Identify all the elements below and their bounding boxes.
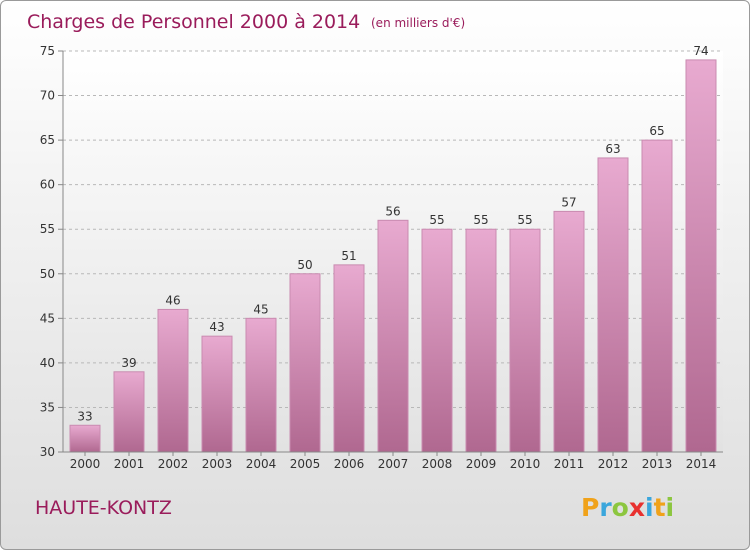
chart-subtitle: (en milliers d'€) — [371, 16, 465, 30]
bar-2004 — [245, 317, 277, 453]
y-tick-label: 55 — [40, 222, 55, 236]
x-axis: 2000 2001 2002 2003 2004 2005 2006 2007 2008 2009… — [70, 452, 717, 471]
logo-letter: o — [612, 493, 629, 522]
proxiti-logo: Proxiti — [581, 493, 674, 522]
bar-2001 — [113, 371, 145, 453]
y-tick-label: 45 — [40, 311, 55, 325]
y-tick-label: 35 — [40, 400, 55, 414]
data-label-2014: 74 — [693, 44, 708, 58]
bar-2011 — [553, 210, 585, 453]
data-labels: 33 39 46 43 45 50 51 56 55 55 55 57 63 65 74 — [77, 44, 708, 423]
bar-2002 — [157, 308, 189, 453]
bar-2014 — [685, 59, 717, 453]
logo-letter: r — [599, 493, 612, 522]
data-label-2012: 63 — [605, 142, 620, 156]
logo-letter: x — [629, 493, 645, 522]
x-tick-label-2008: 2008 — [422, 457, 453, 471]
chart-title: Charges de Personnel 2000 à 2014 — [27, 11, 360, 33]
bar-2013 — [641, 139, 673, 453]
y-tick-label: 50 — [40, 267, 55, 281]
x-tick-label-2002: 2002 — [158, 457, 189, 471]
data-label-2001: 39 — [121, 356, 136, 370]
data-label-2007: 56 — [385, 204, 400, 218]
x-tick-label-2001: 2001 — [114, 457, 145, 471]
data-label-2011: 57 — [561, 195, 576, 209]
bar-2007 — [377, 219, 409, 453]
bar-2008 — [421, 228, 453, 453]
bar-2012 — [597, 157, 629, 453]
y-tick-label: 40 — [40, 356, 55, 370]
data-label-2010: 55 — [517, 213, 532, 227]
x-tick-label-2004: 2004 — [246, 457, 277, 471]
x-tick-label-2000: 2000 — [70, 457, 101, 471]
data-label-2003: 43 — [209, 320, 224, 334]
data-label-2008: 55 — [429, 213, 444, 227]
y-tick-label: 60 — [40, 178, 55, 192]
x-tick-label-2012: 2012 — [598, 457, 629, 471]
logo-letter: t — [654, 493, 666, 522]
x-tick-label-2014: 2014 — [686, 457, 717, 471]
data-label-2004: 45 — [253, 302, 268, 316]
data-label-2000: 33 — [77, 409, 92, 423]
data-label-2009: 55 — [473, 213, 488, 227]
x-tick-label-2013: 2013 — [642, 457, 673, 471]
x-tick-label-2010: 2010 — [510, 457, 541, 471]
x-tick-label-2009: 2009 — [466, 457, 497, 471]
x-tick-label-2006: 2006 — [334, 457, 365, 471]
bar-2003 — [201, 335, 233, 453]
bar-2005 — [289, 273, 321, 453]
bar-2010 — [509, 228, 541, 453]
y-tick-label: 70 — [40, 89, 55, 103]
bars — [69, 59, 717, 453]
x-tick-label-2003: 2003 — [202, 457, 233, 471]
y-tick-label: 65 — [40, 133, 55, 147]
location-name: HAUTE-KONTZ — [35, 497, 172, 519]
bar-2006 — [333, 264, 365, 453]
bar-2009 — [465, 228, 497, 453]
y-tick-label: 75 — [40, 44, 55, 58]
data-label-2006: 51 — [341, 249, 356, 263]
bar-2000 — [69, 424, 101, 453]
logo-letter: i — [645, 493, 654, 522]
y-axis: 30 35 40 45 50 55 60 65 70 75 — [40, 44, 63, 459]
y-tick-label: 30 — [40, 445, 55, 459]
data-label-2002: 46 — [165, 293, 180, 307]
x-tick-label-2011: 2011 — [554, 457, 585, 471]
data-label-2005: 50 — [297, 258, 312, 272]
data-label-2013: 65 — [649, 124, 664, 138]
x-tick-label-2007: 2007 — [378, 457, 409, 471]
x-tick-label-2005: 2005 — [290, 457, 321, 471]
logo-letter: i — [666, 493, 675, 522]
logo-letter: P — [581, 493, 599, 522]
